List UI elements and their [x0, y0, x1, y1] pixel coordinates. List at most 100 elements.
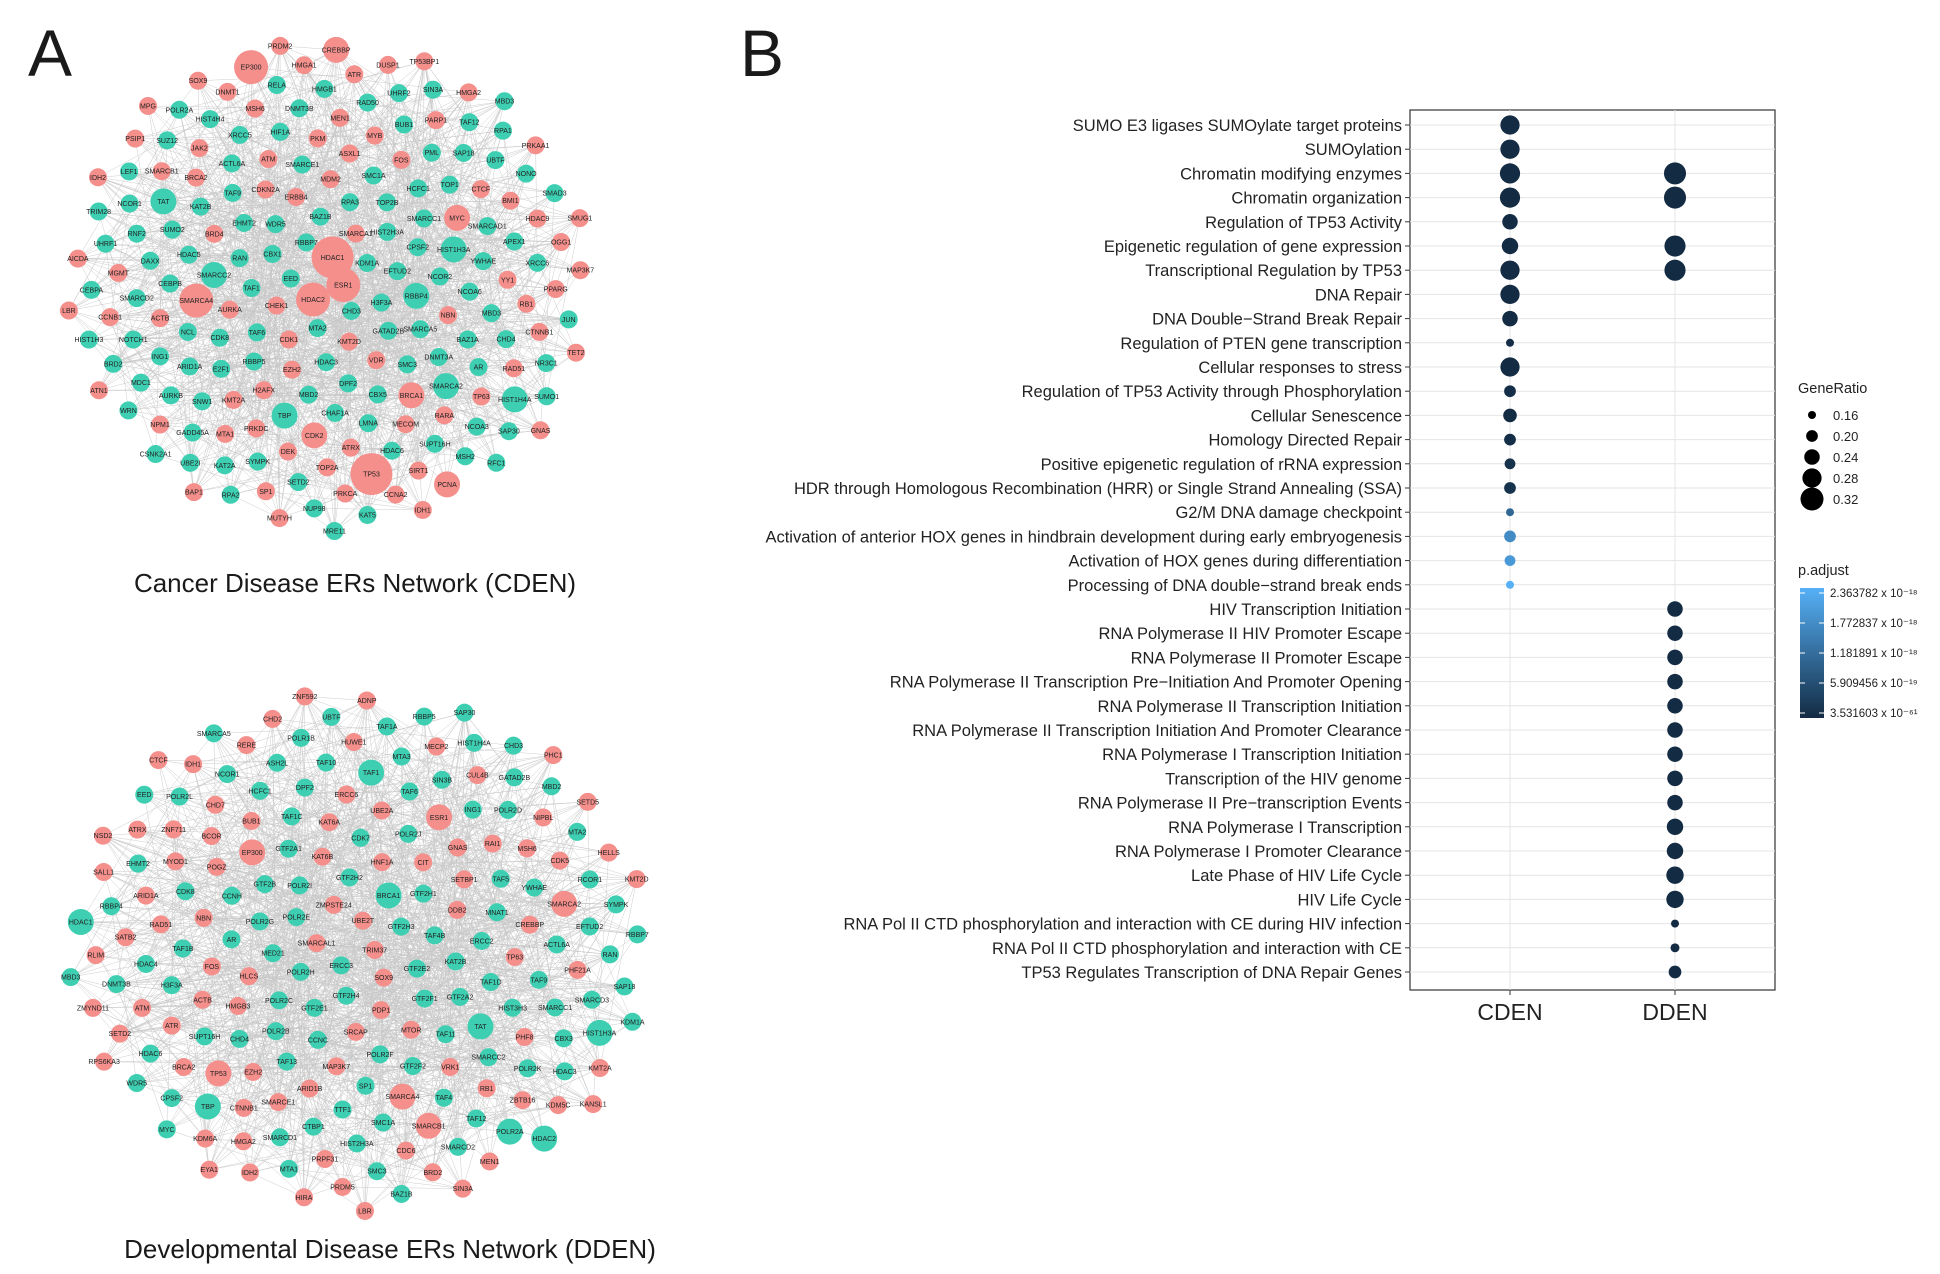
term-label: RNA Polymerase I Transcription — [1168, 819, 1402, 837]
cden-edge — [129, 159, 496, 204]
cden-edge — [133, 339, 406, 425]
dot-point — [1667, 625, 1683, 641]
dot-point — [1666, 842, 1684, 860]
cden-edge — [491, 241, 562, 314]
cden-edge — [326, 217, 580, 363]
dot-point — [1500, 115, 1520, 135]
cden-edge — [299, 108, 515, 242]
size-legend-label: 0.32 — [1833, 492, 1858, 507]
size-legend-dot — [1802, 468, 1822, 488]
cden-edge — [391, 241, 562, 451]
cden-edge — [345, 241, 562, 494]
term-label: Homology Directed Repair — [1209, 432, 1403, 450]
cden-edge — [224, 465, 280, 519]
cden-edge — [239, 134, 581, 271]
cden-edge — [113, 339, 289, 365]
cden-edge — [349, 153, 408, 365]
term-label: SUMOylation — [1305, 141, 1402, 159]
cden-edge — [405, 331, 540, 425]
cden-edge — [505, 241, 562, 340]
cden-edge — [118, 159, 402, 274]
cden-edge — [192, 432, 299, 483]
cden-edge — [159, 338, 507, 425]
term-label: Processing of DNA double−strand break en… — [1068, 577, 1402, 595]
size-legend-label: 0.16 — [1833, 408, 1858, 423]
cden-edge — [431, 152, 511, 201]
cden-edge — [403, 124, 496, 161]
cden-edge — [339, 117, 507, 340]
cden-edge — [456, 217, 547, 364]
color-legend-label: 2.363782 x 10⁻¹⁸ — [1830, 588, 1918, 600]
cden-edge — [349, 74, 355, 154]
cden-edge — [68, 310, 226, 435]
term-label: Activation of HOX genes during different… — [1068, 553, 1402, 571]
cden-edge — [469, 217, 580, 292]
cden-edge — [98, 93, 400, 391]
size-legend-title: GeneRatio — [1798, 381, 1867, 397]
cden-edge — [147, 105, 164, 202]
cden-edge — [233, 310, 352, 401]
cden-edge — [535, 145, 538, 263]
cden-edge — [230, 390, 265, 495]
size-legend-dot — [1800, 487, 1824, 511]
cden-edge — [438, 356, 547, 364]
cden-edge — [411, 338, 507, 396]
plot-panel — [1409, 109, 1776, 991]
size-legend-label: 0.24 — [1833, 450, 1858, 465]
cden-edge — [291, 241, 562, 370]
color-legend-label: 5.909456 x 10⁻¹⁹ — [1830, 678, 1918, 690]
cden-edge — [423, 218, 510, 432]
dot-point — [1667, 649, 1683, 666]
dot-point — [1504, 385, 1516, 398]
term-label: RNA Polymerase II Transcription Initiati… — [912, 722, 1402, 740]
cden-edge — [188, 254, 556, 290]
dot-point — [1667, 673, 1683, 690]
cden-edge — [105, 243, 333, 258]
cden-edge — [225, 433, 315, 436]
size-legend-dot — [1808, 411, 1816, 419]
cden-edge — [88, 339, 396, 495]
cden-edge — [150, 89, 434, 261]
cden-edge — [373, 124, 405, 176]
cden-network: ESR1HDAC2HDAC1CHD3EEDKDM1AMTA2RBBP7H3F3A… — [59, 36, 594, 541]
cden-edge — [420, 200, 511, 330]
cden-edge — [136, 89, 434, 299]
cden-edge — [348, 271, 398, 342]
term-label: RNA Polymerase II Transcription Pre−Init… — [890, 674, 1402, 692]
cden-edge — [376, 303, 527, 361]
cden-edge — [197, 80, 233, 193]
cden-edge — [481, 396, 497, 463]
dot-point — [1504, 530, 1516, 543]
cden-edge — [279, 467, 328, 519]
cden-edge — [253, 361, 541, 431]
cden-edge — [374, 135, 507, 340]
cden-edge — [272, 124, 405, 255]
size-legend-label: 0.28 — [1833, 471, 1858, 486]
dot-point — [1667, 722, 1683, 738]
cden-edge — [349, 314, 449, 342]
cden-edge — [287, 451, 346, 494]
term-label: RNA Polymerase II Transcription Initiati… — [1098, 698, 1402, 716]
cden-edge — [118, 272, 318, 329]
term-label: Cellular Senescence — [1251, 407, 1402, 425]
cden-edge — [417, 188, 448, 485]
cden-edge — [128, 80, 199, 172]
cden-edge — [397, 262, 538, 272]
term-label: TP53 Regulates Transcription of DNA Repa… — [1021, 964, 1402, 982]
term-label: RNA Polymerase II Pre−transcription Even… — [1078, 795, 1402, 813]
size-legend-dot — [1804, 449, 1820, 465]
cden-edge — [170, 299, 314, 396]
term-label: Late Phase of HIV Life Cycle — [1191, 867, 1402, 885]
cden-edge — [109, 316, 315, 509]
dot-point — [1667, 601, 1683, 617]
cden-edge — [189, 84, 278, 367]
term-label: Chromatin organization — [1231, 190, 1402, 208]
cden-edge — [159, 135, 375, 357]
term-label: Regulation of TP53 Activity through Phos… — [1022, 383, 1402, 401]
color-legend-label: 3.531603 x 10⁻⁶¹ — [1830, 708, 1918, 720]
cden-edge — [113, 363, 191, 463]
dot-point — [1504, 482, 1516, 494]
term-label: Regulation of TP53 Activity — [1205, 214, 1403, 232]
dot-point — [1503, 408, 1517, 423]
